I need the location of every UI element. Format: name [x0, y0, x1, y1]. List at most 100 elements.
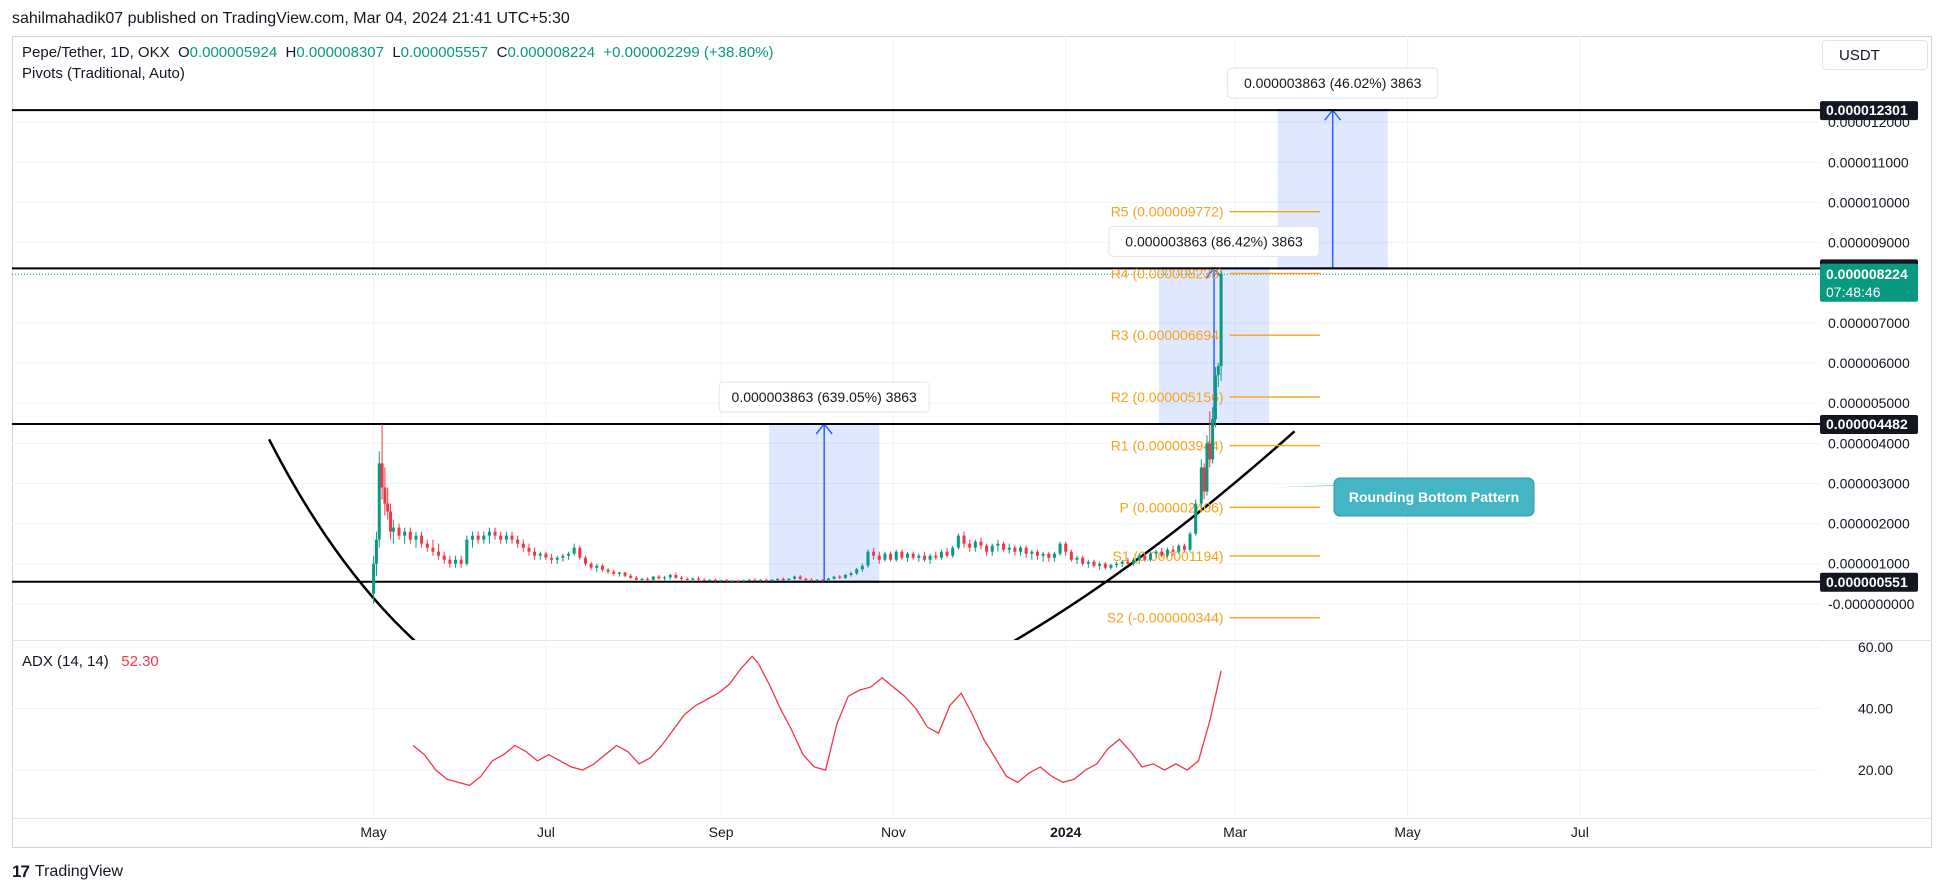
candle-body	[821, 579, 825, 581]
candle-body	[482, 535, 486, 540]
price-axis-label: -0.000000000	[1828, 596, 1915, 612]
candle-body	[922, 555, 926, 560]
candle-body	[1171, 549, 1175, 552]
candle-body	[770, 579, 774, 581]
candle-body	[1041, 553, 1045, 556]
candle-body	[595, 565, 599, 568]
measure-label-box	[718, 381, 930, 413]
candle-body	[487, 531, 491, 536]
candle-body	[866, 551, 870, 566]
candle-body	[702, 579, 706, 581]
candle-body	[1007, 547, 1011, 550]
candle-body	[855, 569, 859, 574]
candle-body	[668, 574, 672, 578]
candle-body	[883, 553, 887, 560]
adx-axis-label: 20.00	[1858, 762, 1893, 778]
footer-branding[interactable]: 17 TradingView	[12, 862, 123, 882]
price-tag-text: 0.000004482	[1826, 416, 1908, 432]
candle-body	[600, 565, 604, 570]
candle-body	[798, 576, 802, 579]
candle-body	[606, 569, 610, 572]
candle-body	[979, 541, 983, 546]
candle-body	[776, 578, 780, 580]
candle-body	[996, 543, 1000, 546]
time-axis-label: Sep	[709, 824, 734, 840]
candle-body	[1143, 555, 1147, 560]
candle-body	[1219, 273, 1223, 367]
candle-body	[1177, 545, 1181, 552]
price-countdown: 07:48:46	[1826, 284, 1881, 300]
candle-body	[1035, 551, 1039, 556]
price-axis-label: 0.000009000	[1828, 235, 1910, 251]
adx-label: ADX (14, 14)	[22, 653, 109, 670]
candle-body	[945, 551, 949, 556]
candle-body	[759, 579, 763, 581]
price-tag-dark: 0.000012301	[1820, 101, 1918, 121]
candle-body	[612, 571, 616, 574]
candle-body	[747, 579, 751, 581]
candle-body	[696, 578, 700, 580]
candle-body	[634, 577, 638, 580]
publisher-credit: sahilmahadik07 published on TradingView.…	[12, 10, 570, 27]
pivots-indicator-label[interactable]: Pivots (Traditional, Auto)	[22, 65, 185, 82]
candle-body	[968, 543, 972, 548]
candle-body	[510, 535, 514, 540]
candle-body	[640, 578, 644, 580]
candle-body	[1188, 533, 1192, 550]
candle-body	[1052, 553, 1056, 558]
close-label: C	[496, 44, 508, 61]
pivot-label-p: P (0.000002406)	[1120, 499, 1224, 515]
candle-body	[454, 559, 458, 564]
candle-body	[1126, 561, 1130, 564]
price-axis-label: 0.000011000	[1828, 154, 1909, 170]
candle-body	[1211, 419, 1215, 460]
candle-body	[374, 539, 378, 564]
measure-label-2: 0.000003863 (86.42%) 3863	[1108, 225, 1320, 257]
candle-body	[985, 545, 989, 552]
candle-body	[1030, 551, 1034, 554]
price-axis-label: 0.000007000	[1828, 315, 1910, 331]
currency-selector[interactable]: USDT	[1822, 40, 1928, 70]
candle-body	[1002, 543, 1006, 550]
open-label: O	[177, 44, 190, 61]
candle-body	[1013, 547, 1017, 552]
candle-body	[787, 578, 791, 580]
candle-body	[1165, 549, 1169, 556]
candle-body	[680, 577, 684, 579]
candle-body	[843, 574, 847, 578]
adx-legend[interactable]: ADX (14, 14) 52.30	[22, 653, 159, 670]
price-axis-label: 0.000001000	[1828, 556, 1910, 572]
candle-body	[578, 547, 582, 558]
candle-body	[1064, 543, 1068, 552]
pivot-label-r1: R1 (0.000003944)	[1111, 438, 1224, 454]
time-axis-label: May	[1394, 824, 1420, 840]
candle-body	[1058, 543, 1062, 554]
price-axis-label: 0.000002000	[1828, 516, 1910, 532]
time-axis-label: Jul	[537, 824, 555, 840]
high-label: H	[285, 44, 297, 61]
candle-body	[408, 531, 412, 540]
measure-label-text: 0.000003863 (639.05%) 3863	[732, 389, 917, 405]
candle-body	[493, 531, 497, 536]
candle-body	[713, 579, 717, 581]
pivot-label-r4: R4 (0.000008233)	[1111, 265, 1224, 281]
tradingview-brand-text: TradingView	[34, 863, 123, 880]
candle-body	[425, 543, 429, 548]
price-tag-box	[1820, 263, 1918, 302]
candle-body	[781, 578, 785, 580]
time-axis-label: 2024	[1050, 824, 1081, 840]
candle-body	[1194, 503, 1198, 534]
candle-body	[764, 579, 768, 581]
price-tag-text: 0.000008224	[1826, 266, 1908, 282]
price-tag-text: 0.000000551	[1826, 574, 1908, 590]
candle-body	[403, 531, 407, 536]
pivot-label-r3: R3 (0.000006694)	[1111, 327, 1224, 343]
candle-body	[414, 535, 418, 540]
candle-body	[832, 576, 836, 579]
candle-body	[431, 547, 435, 552]
annotation-box	[1333, 477, 1535, 517]
price-tag-box	[1820, 572, 1918, 592]
candle-body	[1202, 467, 1206, 492]
candle-body	[894, 551, 898, 560]
